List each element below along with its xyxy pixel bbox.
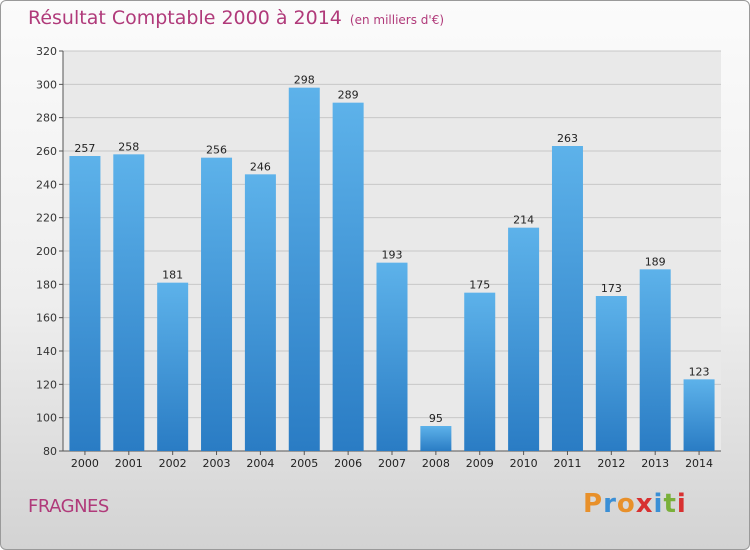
y-tick-label: 120 (36, 378, 57, 391)
y-tick-label: 200 (36, 245, 57, 258)
y-tick-label: 280 (36, 112, 57, 125)
bar-2005 (288, 87, 320, 452)
x-tick-label-2000: 2000 (71, 457, 99, 470)
y-tick-label: 220 (36, 212, 57, 225)
bar-2000 (69, 156, 101, 451)
chart-unit-note: (en milliers d'€) (349, 13, 445, 27)
logo-letter: P (583, 489, 604, 519)
x-tick-label-2003: 2003 (203, 457, 231, 470)
bar-2014 (683, 379, 715, 451)
y-tick-label: 300 (36, 78, 57, 91)
y-tick-label: 140 (36, 345, 57, 358)
data-label-2004: 246 (250, 160, 271, 173)
x-tick-label-2007: 2007 (378, 457, 406, 470)
y-tick-label: 100 (36, 412, 57, 425)
y-tick-label: 320 (36, 45, 57, 58)
bar-2008 (420, 426, 452, 451)
x-tick-label-2001: 2001 (115, 457, 143, 470)
data-label-2007: 193 (382, 249, 403, 262)
data-label-2001: 258 (118, 140, 139, 153)
data-label-2011: 263 (557, 132, 578, 145)
bar-2013 (639, 269, 671, 451)
data-label-2013: 189 (645, 255, 666, 268)
data-label-2002: 181 (162, 269, 183, 282)
data-label-2006: 289 (338, 89, 359, 102)
logo-letter: o (616, 489, 636, 519)
x-tick-label-2009: 2009 (466, 457, 494, 470)
bar-2001 (113, 154, 145, 452)
bar-2011 (551, 146, 583, 451)
city-name: FRAGNES (28, 496, 109, 517)
logo-letter: r (603, 489, 617, 519)
bar-2009 (464, 292, 496, 451)
x-tick-label-2010: 2010 (510, 457, 538, 470)
data-label-2000: 257 (74, 142, 95, 155)
x-tick-label-2002: 2002 (159, 457, 187, 470)
x-tick-label-2006: 2006 (334, 457, 362, 470)
y-tick-label: 160 (36, 312, 57, 325)
y-tick-label: 180 (36, 278, 57, 291)
logo-letter: t (663, 489, 677, 519)
data-label-2012: 173 (601, 282, 622, 295)
bar-2006 (332, 102, 364, 452)
x-tick-label-2011: 2011 (553, 457, 581, 470)
chart-title: Résultat Comptable 2000 à 2014 (en millie… (28, 7, 444, 29)
bar-2010 (508, 227, 540, 451)
proxiti-logo[interactable]: Proxiti (583, 489, 687, 519)
logo-letter: x (635, 489, 654, 519)
bar-2003 (201, 157, 233, 451)
x-tick-label-2008: 2008 (422, 457, 450, 470)
x-tick-label-2013: 2013 (641, 457, 669, 470)
data-label-2014: 123 (689, 365, 710, 378)
chart-title-text: Résultat Comptable 2000 à 2014 (28, 7, 342, 29)
data-label-2009: 175 (469, 279, 490, 292)
data-label-2005: 298 (294, 74, 315, 87)
data-label-2003: 256 (206, 144, 227, 157)
bar-2002 (157, 282, 189, 451)
data-label-2010: 214 (513, 214, 534, 227)
x-tick-label-2004: 2004 (246, 457, 274, 470)
x-tick-label-2014: 2014 (685, 457, 713, 470)
y-tick-label: 80 (43, 445, 57, 458)
bar-2004 (244, 174, 276, 452)
y-tick-label: 260 (36, 145, 57, 158)
x-tick-label-2012: 2012 (597, 457, 625, 470)
y-tick-label: 240 (36, 178, 57, 191)
bar-2007 (376, 262, 408, 451)
data-label-2008: 95 (429, 412, 443, 425)
logo-letter: i (653, 489, 664, 519)
logo-letter: i (676, 489, 687, 519)
x-tick-label-2005: 2005 (290, 457, 318, 470)
bar-2012 (595, 296, 627, 451)
